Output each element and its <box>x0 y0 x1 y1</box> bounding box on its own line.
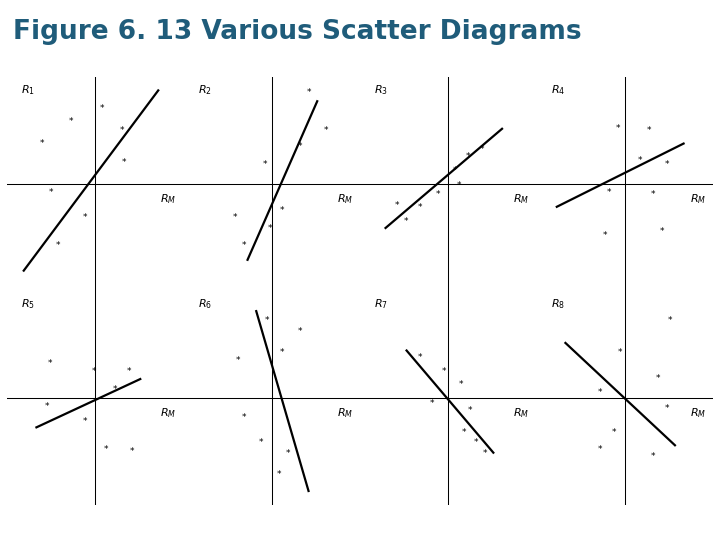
Text: *: * <box>83 417 87 426</box>
Text: *: * <box>598 388 602 397</box>
Text: *: * <box>468 406 472 415</box>
Text: *: * <box>453 166 457 176</box>
Text: $R_M$: $R_M$ <box>690 192 706 206</box>
Text: $R_M$: $R_M$ <box>161 192 176 206</box>
Text: $R_M$: $R_M$ <box>513 192 529 206</box>
Text: *: * <box>395 201 400 210</box>
Text: $R_7$: $R_7$ <box>374 297 388 311</box>
Text: $R_M$: $R_M$ <box>513 407 529 420</box>
Text: $R_4$: $R_4$ <box>551 83 564 97</box>
Text: $R_1$: $R_1$ <box>22 83 35 97</box>
Text: *: * <box>651 452 655 461</box>
Text: *: * <box>122 158 126 167</box>
Text: *: * <box>483 449 487 458</box>
Text: $R_M$: $R_M$ <box>161 407 176 420</box>
Text: *: * <box>268 224 272 233</box>
Text: *: * <box>265 316 269 325</box>
Text: $R_6$: $R_6$ <box>198 297 212 311</box>
Text: *: * <box>91 367 96 376</box>
Text: *: * <box>276 470 281 480</box>
Text: *: * <box>668 316 672 325</box>
Text: *: * <box>127 367 131 376</box>
Text: *: * <box>612 428 616 437</box>
Text: *: * <box>418 353 422 362</box>
Text: *: * <box>83 213 87 222</box>
Text: *: * <box>307 88 311 97</box>
Text: $R_M$: $R_M$ <box>337 407 353 420</box>
Text: *: * <box>474 438 479 447</box>
Text: *: * <box>465 152 470 161</box>
Text: *: * <box>241 241 246 251</box>
Text: *: * <box>441 367 446 376</box>
Text: *: * <box>665 160 669 169</box>
Text: *: * <box>241 413 246 422</box>
Text: *: * <box>480 145 484 154</box>
Text: *: * <box>647 126 652 134</box>
Text: *: * <box>456 181 461 191</box>
Text: $R_8$: $R_8$ <box>551 297 564 311</box>
Text: *: * <box>618 348 622 357</box>
Text: *: * <box>665 404 669 413</box>
Text: *: * <box>651 190 655 199</box>
Text: 6-36: 6-36 <box>677 522 702 532</box>
Text: Figure 6. 13 Various Scatter Diagrams: Figure 6. 13 Various Scatter Diagrams <box>13 19 582 45</box>
Text: *: * <box>56 241 60 251</box>
Text: *: * <box>259 438 264 447</box>
Text: *: * <box>616 124 620 132</box>
Text: *: * <box>233 213 237 222</box>
Text: *: * <box>603 231 608 240</box>
Text: *: * <box>298 327 302 336</box>
Text: *: * <box>100 104 104 113</box>
Text: *: * <box>638 156 643 165</box>
Text: $R_3$: $R_3$ <box>374 83 388 97</box>
Text: $R_2$: $R_2$ <box>198 83 212 97</box>
Text: $R_M$: $R_M$ <box>337 192 353 206</box>
Text: *: * <box>660 227 664 237</box>
Text: *: * <box>112 385 117 394</box>
Text: *: * <box>656 374 660 383</box>
Text: *: * <box>324 126 329 134</box>
Text: *: * <box>68 117 73 126</box>
Text: *: * <box>130 447 135 456</box>
Text: *: * <box>104 445 108 454</box>
Text: *: * <box>430 399 435 408</box>
Text: *: * <box>459 381 464 389</box>
Text: *: * <box>436 190 440 199</box>
Text: *: * <box>285 449 290 458</box>
Text: *: * <box>40 139 45 147</box>
Text: *: * <box>280 348 284 357</box>
Text: *: * <box>120 126 124 134</box>
Text: *: * <box>462 428 467 437</box>
Text: *: * <box>48 359 52 368</box>
Text: *: * <box>49 188 53 197</box>
Text: *: * <box>236 356 240 365</box>
Text: *: * <box>418 203 422 212</box>
Text: $R_5$: $R_5$ <box>22 297 35 311</box>
Text: *: * <box>298 142 302 151</box>
Text: *: * <box>280 206 284 215</box>
Text: *: * <box>404 217 408 226</box>
Text: *: * <box>598 445 602 454</box>
Text: $R_M$: $R_M$ <box>690 407 706 420</box>
Text: *: * <box>263 160 267 169</box>
Text: *: * <box>606 188 611 197</box>
Text: *: * <box>45 402 49 411</box>
